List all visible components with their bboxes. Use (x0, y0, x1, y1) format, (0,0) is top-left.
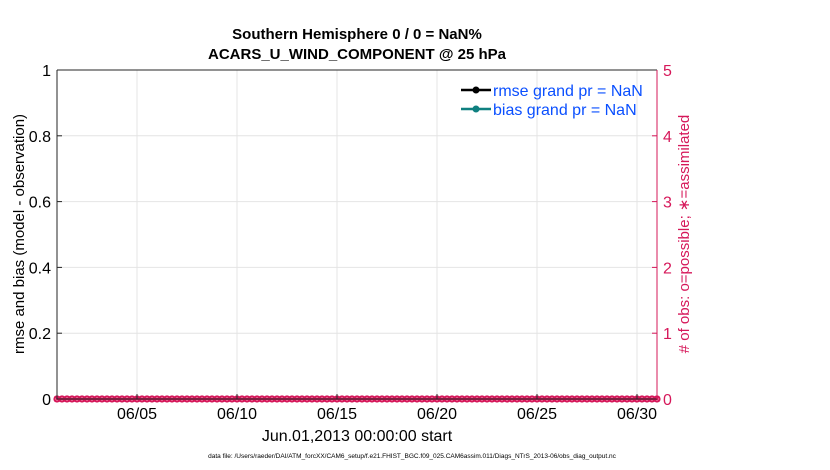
y-tick-label-right: 4 (663, 129, 672, 146)
y-tick-label-right: 3 (663, 195, 672, 212)
footer-data-file: data file: /Users/raeder/DAI/ATM_forcXX/… (208, 453, 617, 460)
x-tick-label: 06/10 (217, 406, 257, 423)
legend-marker-0 (472, 86, 480, 94)
y-tick-label-right: 5 (663, 63, 672, 80)
x-tick-label: 06/15 (317, 406, 357, 423)
chart-title-line-2: ACARS_U_WIND_COMPONENT @ 25 hPa (208, 46, 507, 63)
y-tick-label: 1 (42, 63, 51, 80)
x-axis-label: Jun.01,2013 00:00:00 start (262, 428, 453, 445)
y-tick-label-right: 0 (663, 392, 672, 409)
legend-label-0: rmse grand pr = NaN (493, 83, 643, 100)
x-tick-label: 06/30 (617, 406, 657, 423)
grid (57, 70, 657, 399)
y-axis-label: rmse and bias (model - observation) (11, 114, 28, 354)
x-tick-label: 06/20 (417, 406, 457, 423)
y-tick-label-right: 1 (663, 326, 672, 343)
y-tick-label: 0.6 (29, 195, 51, 212)
y-tick-label: 0 (42, 392, 51, 409)
legend: rmse grand pr = NaN bias grand pr = NaN (461, 83, 643, 119)
legend-marker-1 (472, 105, 480, 113)
axes: 06/05 06/10 06/15 06/20 06/25 06/30 0 0.2 0.4 0.6… (29, 63, 672, 423)
y-axis-label-right: # of obs: o=possible; ∗=assimilated (676, 115, 693, 354)
y-tick-label: 0.4 (29, 260, 51, 277)
x-tick-label: 06/05 (117, 406, 157, 423)
chart-title-line-1: Southern Hemisphere 0 / 0 = NaN% (232, 26, 482, 43)
y-tick-label-right: 2 (663, 260, 672, 277)
y-tick-label: 0.8 (29, 129, 51, 146)
y-tick-label: 0.2 (29, 326, 51, 343)
plot-area (57, 70, 657, 399)
x-tick-label: 06/25 (517, 406, 557, 423)
legend-label-1: bias grand pr = NaN (493, 102, 637, 119)
